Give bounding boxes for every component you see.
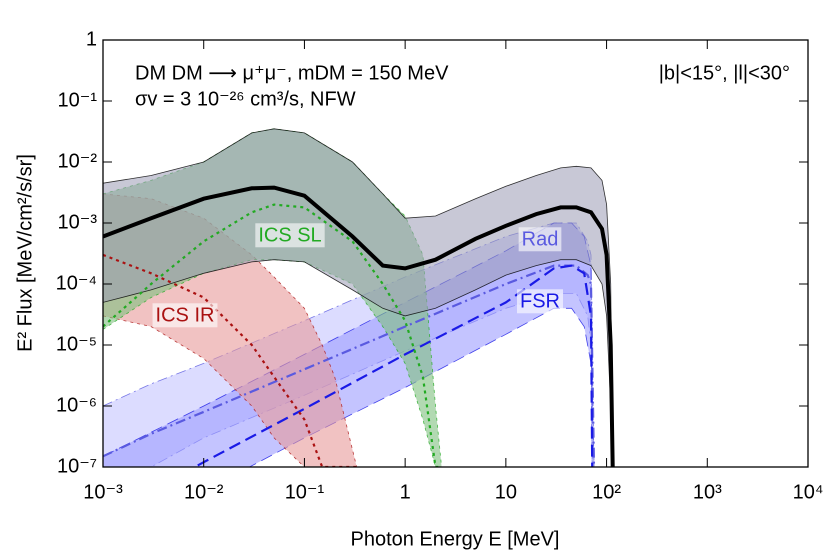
y-tick-label: 10⁻¹ — [58, 89, 98, 111]
label-box — [152, 303, 218, 328]
line — [192, 264, 594, 467]
x-tick-label: 10⁻³ — [83, 481, 123, 503]
annotation: |b|<15°, |l|<30° — [659, 62, 790, 84]
line — [103, 203, 442, 467]
band-edge — [248, 307, 593, 467]
y-tick-label: 10⁻² — [58, 150, 98, 172]
line — [103, 185, 615, 467]
x-axis-label: Photon Energy E [MeV] — [350, 528, 559, 550]
x-tick-label: 10⁴ — [793, 481, 824, 503]
y-tick-label: 10⁻⁴ — [56, 272, 97, 294]
label-box — [518, 227, 562, 252]
band-edge — [103, 128, 614, 467]
band-edge — [103, 259, 442, 467]
annotation: σv = 3 10⁻²⁶ cm³/s, NFW — [135, 88, 356, 110]
annotation: DM DM ⟶ μ⁺μ⁻, mDM = 150 MeV — [135, 62, 449, 84]
label-box — [517, 289, 563, 314]
y-tick-label: 10⁻³ — [58, 211, 98, 233]
x-tick-label: 10 — [495, 481, 517, 503]
x-tick-label: 10³ — [693, 481, 722, 503]
x-tick-label: 10⁻² — [184, 481, 224, 503]
band — [103, 128, 613, 467]
x-tick-label: 10⁻¹ — [285, 481, 325, 503]
y-tick-label: 10⁻⁵ — [56, 333, 97, 355]
y-tick-label: 10⁻⁶ — [56, 394, 97, 416]
y-axis-label: E² Flux [MeV/cm²/s/sr] — [14, 154, 36, 352]
x-tick-label: 1 — [400, 481, 411, 503]
plot-area — [103, 128, 615, 467]
band-edge — [103, 259, 614, 467]
band-edge — [103, 315, 357, 467]
series-label: ICS SL — [258, 224, 321, 246]
band-edge — [103, 193, 358, 467]
y-tick-label: 1 — [86, 28, 97, 50]
label-box — [255, 223, 325, 248]
line — [103, 253, 357, 467]
series-label: FSR — [520, 290, 560, 312]
frame — [102, 39, 809, 468]
y-tick-label: 10⁻⁷ — [57, 455, 97, 477]
series-label: Rad — [522, 228, 559, 250]
x-tick-label: 10² — [592, 481, 621, 503]
series-label: ICS IR — [156, 304, 215, 326]
